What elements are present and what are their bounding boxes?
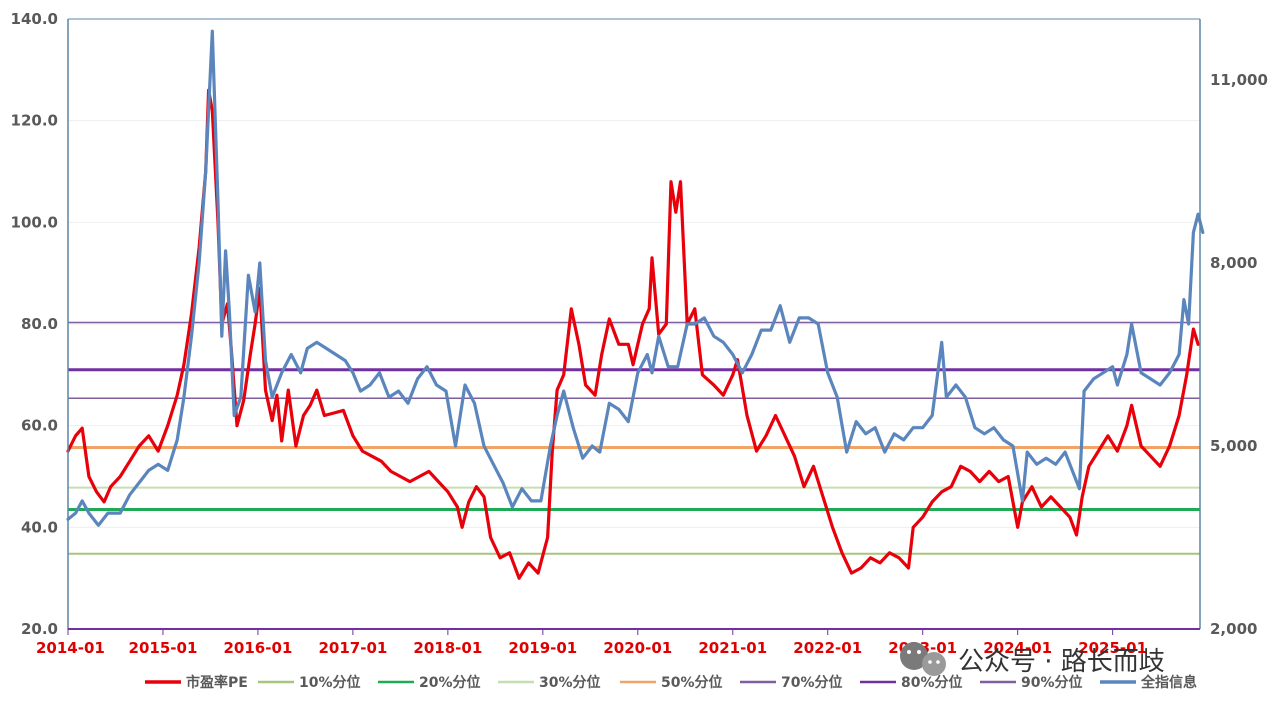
series-line-1 bbox=[66, 88, 1200, 580]
watermark: 公众号 · 路长而歧 bbox=[900, 642, 1165, 677]
left-tick-label-0: 20.0 bbox=[21, 620, 58, 638]
legend-label-2: 10%分位 bbox=[299, 674, 361, 691]
x-tick-label-8: 2022-01 bbox=[793, 639, 862, 657]
gridlines bbox=[68, 120, 1200, 528]
series-line-2 bbox=[66, 29, 1205, 527]
x-tick-label-6: 2020-01 bbox=[603, 639, 672, 657]
left-tick-label-4: 100.0 bbox=[11, 213, 58, 231]
legend-label-4: 30%分位 bbox=[539, 674, 601, 691]
left-tick-label-1: 40.0 bbox=[21, 518, 58, 536]
right-axis-ticks: 2,000 5,000 8,000 11,000 bbox=[1210, 71, 1268, 638]
series-group bbox=[66, 29, 1205, 580]
left-tick-label-2: 60.0 bbox=[21, 417, 58, 435]
x-tick-label-5: 2019-01 bbox=[508, 639, 577, 657]
watermark-text: 公众号 · 路长而歧 bbox=[958, 647, 1165, 677]
right-tick-label-0: 2,000 bbox=[1210, 620, 1257, 638]
axes bbox=[67, 18, 1201, 630]
legend-label-3: 20%分位 bbox=[419, 674, 481, 691]
legend-label-6: 70%分位 bbox=[781, 674, 843, 691]
legend-label-1: 市盈率PE bbox=[186, 674, 248, 691]
x-tick-label-7: 2021-01 bbox=[698, 639, 767, 657]
wechat-icon bbox=[900, 642, 946, 676]
left-tick-label-5: 120.0 bbox=[11, 112, 58, 130]
x-tick-label-4: 2018-01 bbox=[413, 639, 482, 657]
x-tick-label-3: 2017-01 bbox=[318, 639, 387, 657]
x-tick-label-2: 2016-01 bbox=[224, 639, 293, 657]
legend: 市盈率PE 10%分位 20%分位 30%分位 50%分位 70%分位 80%分位 90%分位… bbox=[145, 674, 1197, 691]
left-axis-ticks: 20.0 40.0 60.0 80.0 100.0 120.0 140.0 bbox=[11, 10, 58, 638]
x-tick-label-10: 2024-01 bbox=[983, 639, 1052, 657]
x-tick-label-0: 2014-01 bbox=[36, 639, 105, 657]
legend-label-5: 50%分位 bbox=[661, 674, 723, 691]
legend-label-7: 80%分位 bbox=[901, 674, 963, 691]
left-tick-label-6: 140.0 bbox=[11, 10, 58, 28]
legend-label-8: 90%分位 bbox=[1021, 674, 1083, 691]
right-tick-label-3: 11,000 bbox=[1210, 71, 1268, 89]
legend-label-9: 全指信息 bbox=[1140, 674, 1197, 691]
left-tick-label-3: 80.0 bbox=[21, 315, 58, 333]
x-axis-ticks: 2014-01 2015-01 2016-01 2017-01 2018-01 2019-… bbox=[36, 629, 1147, 657]
right-tick-label-1: 5,000 bbox=[1210, 437, 1257, 455]
right-tick-label-2: 8,000 bbox=[1210, 254, 1257, 272]
x-tick-label-1: 2015-01 bbox=[129, 639, 198, 657]
x-tick-label-11: 2025-01 bbox=[1078, 639, 1147, 657]
